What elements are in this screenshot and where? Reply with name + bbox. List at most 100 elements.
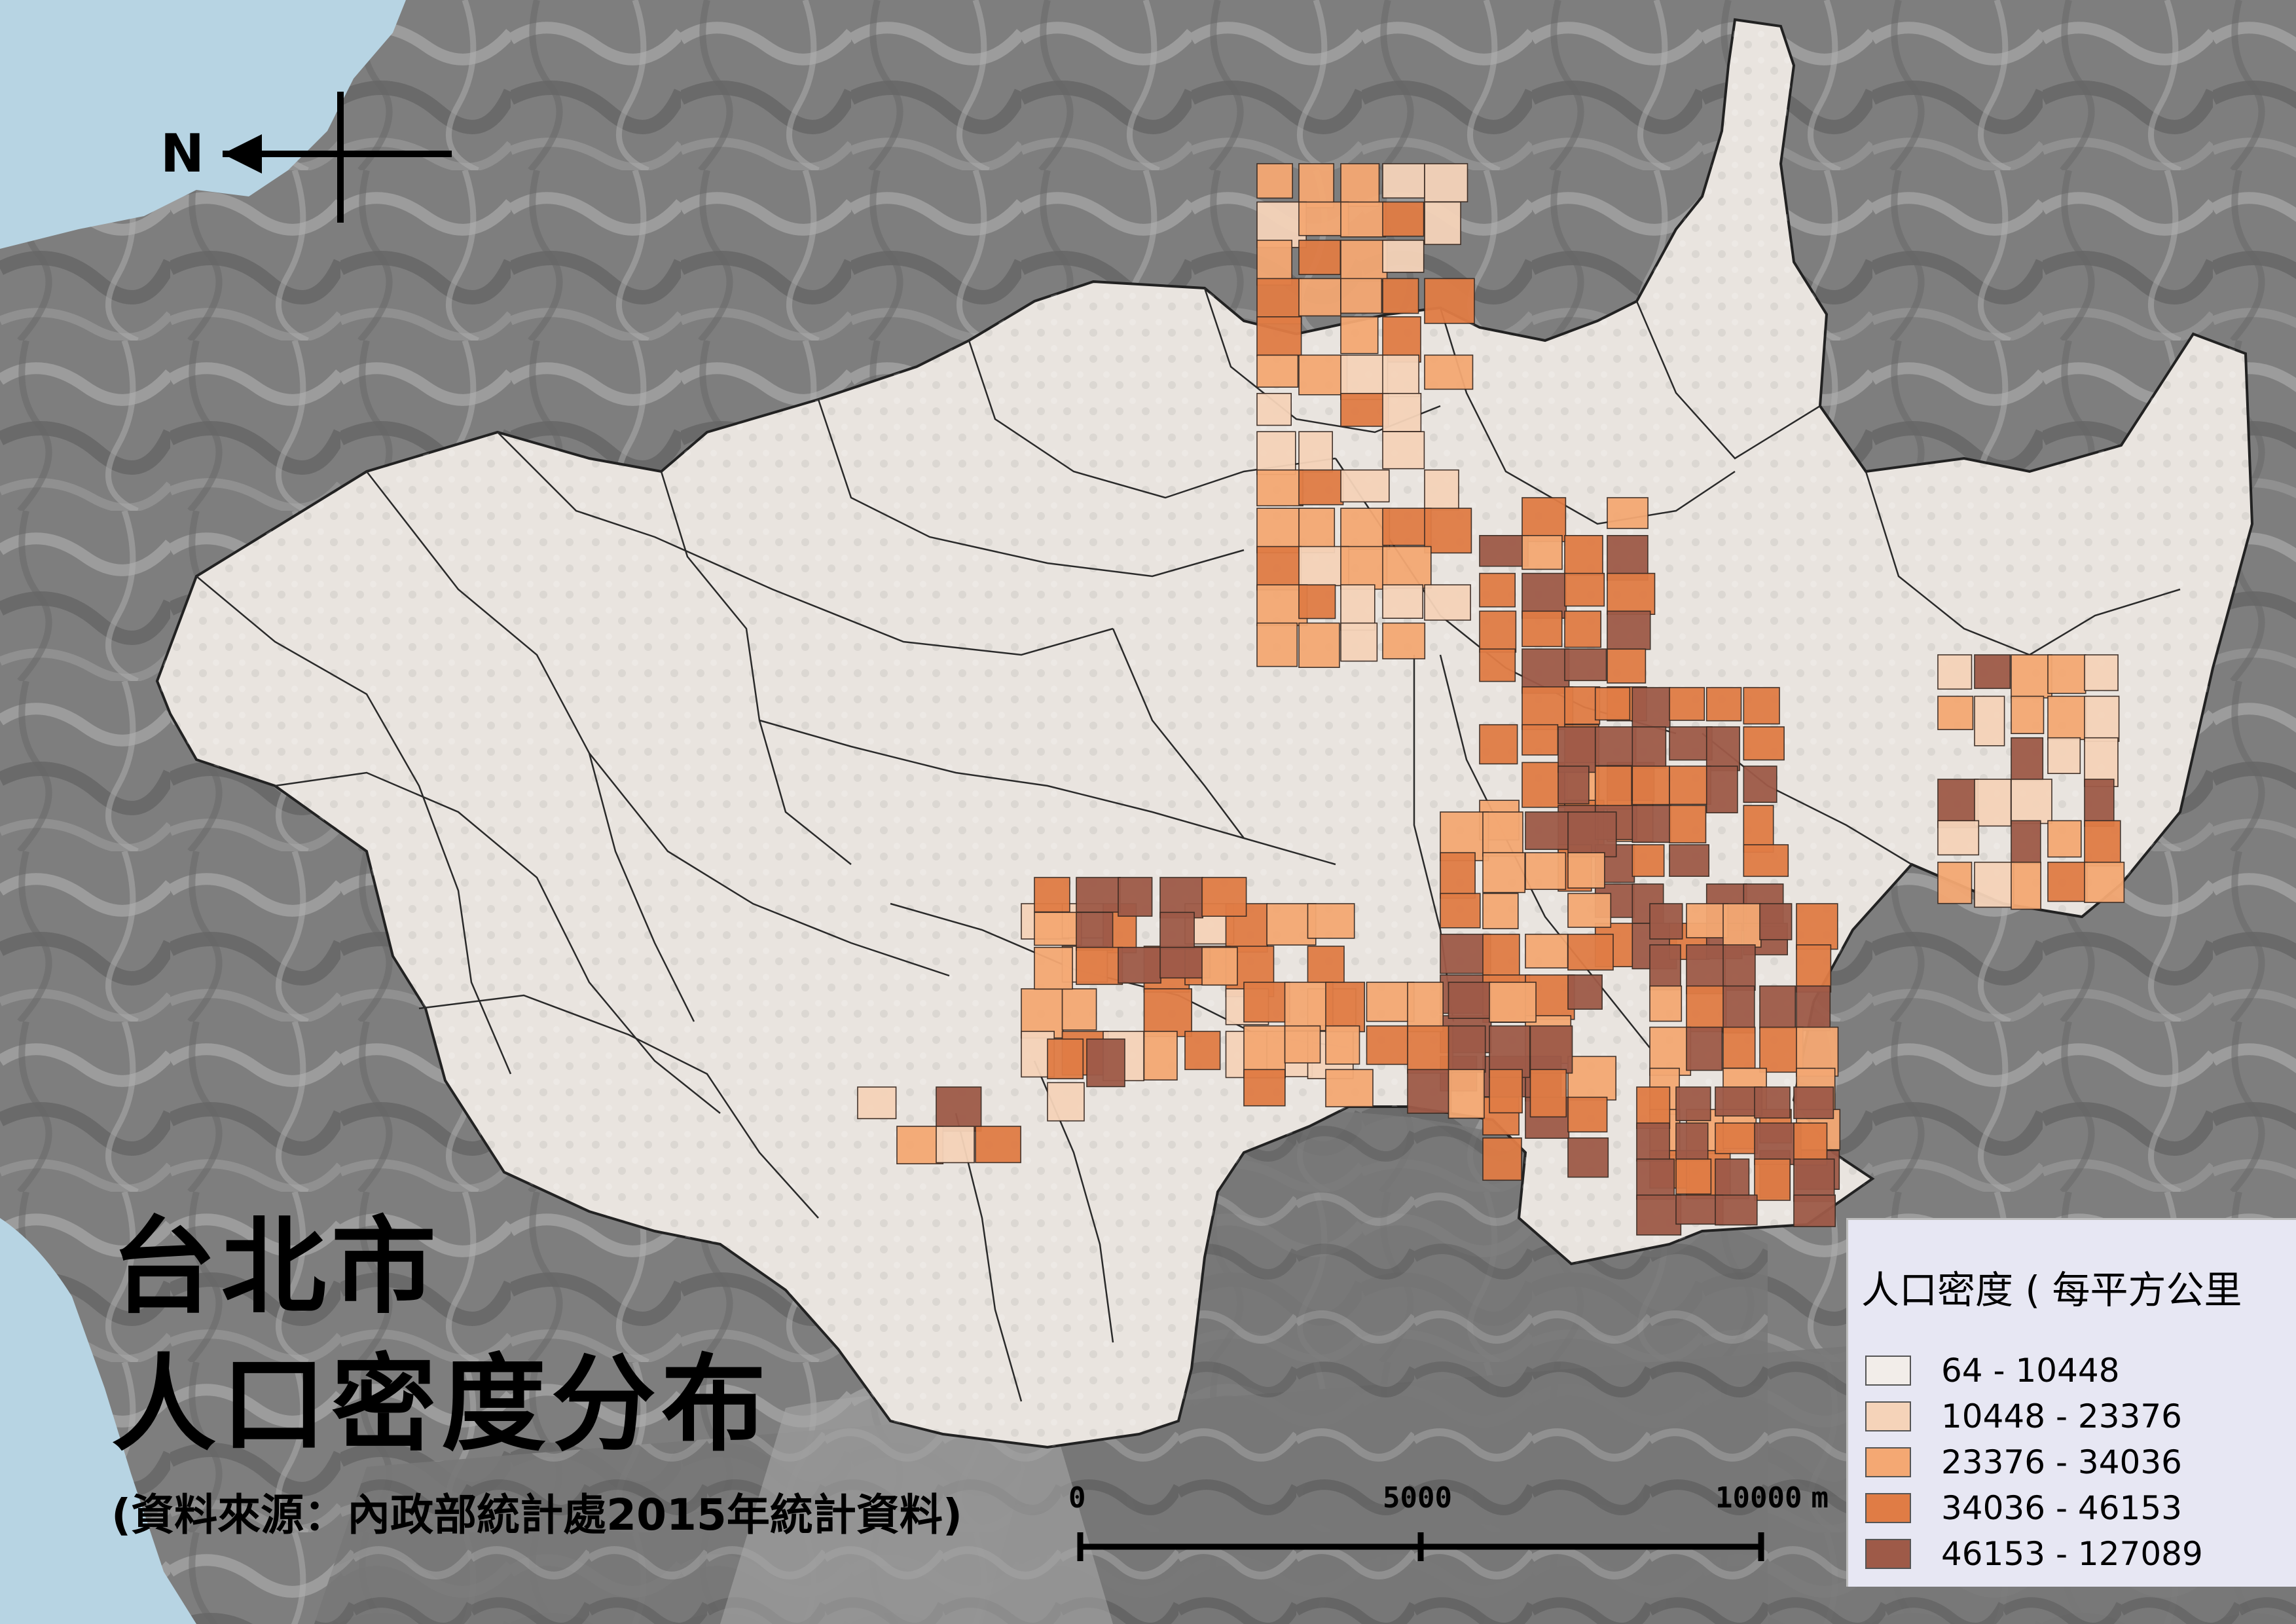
density-cell[interactable] — [1607, 610, 1651, 650]
density-cell[interactable] — [1340, 354, 1389, 400]
density-cell[interactable] — [1522, 724, 1559, 756]
density-cell[interactable] — [2084, 695, 2120, 742]
density-cell[interactable] — [1061, 988, 1097, 1031]
density-cell[interactable] — [1118, 946, 1161, 984]
density-cell[interactable] — [1076, 946, 1123, 986]
density-cell[interactable] — [936, 1126, 975, 1164]
density-cell[interactable] — [1669, 726, 1713, 761]
density-cell[interactable] — [1340, 545, 1388, 590]
density-cell[interactable] — [1686, 903, 1729, 938]
density-cell[interactable] — [1594, 766, 1632, 810]
density-cell[interactable] — [1974, 695, 2005, 747]
density-cell[interactable] — [1974, 654, 2011, 690]
density-cell[interactable] — [1256, 469, 1303, 507]
density-cell[interactable] — [1937, 861, 1973, 904]
density-cell[interactable] — [1076, 912, 1114, 951]
density-cell[interactable] — [1382, 622, 1426, 659]
density-cell[interactable] — [1558, 726, 1596, 773]
density-cell[interactable] — [1631, 687, 1671, 728]
density-cell[interactable] — [1793, 1122, 1828, 1166]
density-cell[interactable] — [1937, 820, 1980, 856]
density-cell[interactable] — [1564, 572, 1605, 607]
density-cell[interactable] — [1974, 861, 2014, 908]
density-cell[interactable] — [1256, 507, 1300, 554]
density-cell[interactable] — [1631, 766, 1670, 805]
density-cell[interactable] — [1298, 584, 1336, 619]
density-cell[interactable] — [1607, 497, 1649, 529]
density-cell[interactable] — [1479, 724, 1518, 765]
density-cell[interactable] — [1021, 988, 1064, 1039]
density-cell[interactable] — [1567, 933, 1614, 971]
density-cell[interactable] — [1743, 726, 1785, 761]
density-cell[interactable] — [1047, 1038, 1084, 1080]
density-cell[interactable] — [1298, 278, 1341, 317]
density-cell[interactable] — [1325, 982, 1366, 1033]
density-cell[interactable] — [1284, 1025, 1321, 1063]
density-cell[interactable] — [1407, 1025, 1453, 1074]
density-cell[interactable] — [1143, 1031, 1178, 1080]
density-cell[interactable] — [1382, 163, 1425, 199]
density-cell[interactable] — [2047, 820, 2082, 858]
density-cell[interactable] — [1340, 278, 1383, 314]
density-cell[interactable] — [1307, 903, 1355, 939]
density-cell[interactable] — [1522, 534, 1563, 570]
density-cell[interactable] — [1722, 903, 1762, 948]
density-cell[interactable] — [2011, 820, 2041, 864]
density-cell[interactable] — [1489, 1025, 1531, 1079]
density-cell[interactable] — [1424, 163, 1468, 203]
density-cell[interactable] — [1340, 163, 1380, 207]
density-cell[interactable] — [857, 1086, 897, 1120]
density-cell[interactable] — [1567, 852, 1605, 889]
density-cell[interactable] — [1796, 985, 1831, 1031]
density-cell[interactable] — [1715, 1194, 1758, 1226]
density-cell[interactable] — [1382, 316, 1421, 363]
density-cell[interactable] — [2084, 820, 2121, 867]
density-cell[interactable] — [1489, 1069, 1523, 1114]
density-choropleth[interactable] — [857, 163, 2125, 1236]
density-cell[interactable] — [1034, 877, 1070, 913]
density-cell[interactable] — [1675, 1122, 1709, 1162]
density-cell[interactable] — [1184, 1031, 1221, 1071]
density-cell[interactable] — [1340, 240, 1388, 282]
density-cell[interactable] — [1424, 507, 1472, 554]
density-cell[interactable] — [1047, 1082, 1085, 1122]
density-cell[interactable] — [1143, 988, 1192, 1037]
density-cell[interactable] — [1937, 654, 1973, 690]
density-cell[interactable] — [1256, 316, 1302, 357]
density-cell[interactable] — [1489, 982, 1537, 1023]
density-cell[interactable] — [1607, 534, 1649, 581]
density-cell[interactable] — [1631, 726, 1667, 769]
density-cell[interactable] — [1340, 507, 1391, 550]
density-cell[interactable] — [2084, 654, 2119, 692]
density-cell[interactable] — [1479, 572, 1516, 608]
density-cell[interactable] — [1669, 766, 1712, 805]
density-cell[interactable] — [1567, 811, 1617, 858]
density-cell[interactable] — [1649, 903, 1683, 940]
density-cell[interactable] — [1567, 893, 1612, 928]
density-cell[interactable] — [1298, 354, 1348, 396]
density-cell[interactable] — [896, 1126, 944, 1165]
density-cell[interactable] — [1298, 163, 1335, 209]
density-cell[interactable] — [1759, 985, 1796, 1029]
density-cell[interactable] — [1366, 982, 1415, 1022]
density-cell[interactable] — [1607, 572, 1656, 615]
density-cell[interactable] — [1631, 805, 1671, 843]
density-cell[interactable] — [1636, 1158, 1675, 1200]
density-cell[interactable] — [1256, 545, 1302, 591]
density-cell[interactable] — [1201, 946, 1238, 986]
density-cell[interactable] — [1424, 584, 1471, 621]
density-cell[interactable] — [1631, 844, 1665, 877]
density-cell[interactable] — [1201, 877, 1247, 917]
density-cell[interactable] — [1754, 1158, 1791, 1201]
density-cell[interactable] — [1743, 844, 1789, 877]
density-cell[interactable] — [975, 1126, 1021, 1164]
density-cell[interactable] — [1669, 844, 1710, 877]
density-cell[interactable] — [1482, 933, 1520, 982]
density-cell[interactable] — [1529, 1025, 1573, 1074]
density-cell[interactable] — [1594, 687, 1631, 721]
density-cell[interactable] — [1529, 1069, 1567, 1118]
density-cell[interactable] — [2047, 695, 2087, 741]
density-cell[interactable] — [1424, 469, 1459, 511]
density-cell[interactable] — [1482, 852, 1525, 893]
